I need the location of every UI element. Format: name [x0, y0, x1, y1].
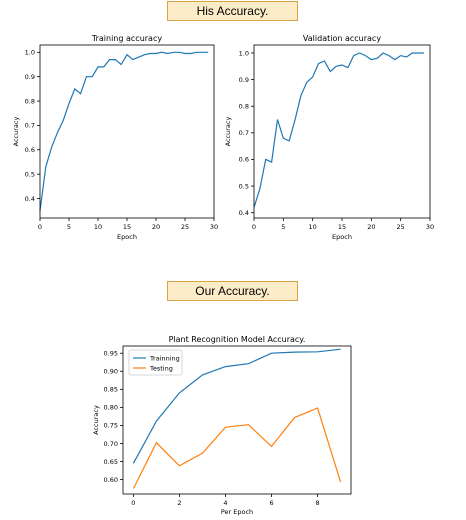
validation-chart-title: Validation accuracy	[303, 34, 381, 43]
plant-y-tick-label: 0.90	[104, 368, 118, 376]
validation-y-tick-label: 0.8	[239, 103, 249, 111]
plant-x-tick-label: 0	[131, 499, 135, 507]
validation-series-line-1	[253, 52, 425, 208]
plant-y-axis-label: Accuracy	[92, 405, 100, 435]
plant-series-line-2	[132, 407, 342, 489]
validation-x-axis-label: Epoch	[332, 233, 352, 241]
validation-y-tick-label: 0.9	[239, 76, 249, 84]
validation-plot-frame	[253, 44, 431, 219]
our-accuracy-banner-label: Our Accuracy.	[195, 284, 270, 298]
training-x-tick-label: 30	[210, 223, 218, 231]
plant-y-tick-label: 0.95	[104, 350, 118, 358]
validation-y-axis-label: Accuracy	[224, 117, 232, 147]
plant-y-tick-label: 0.85	[104, 386, 118, 394]
training-x-tick-label: 0	[38, 223, 42, 231]
training-chart: 0 5 10 15 20 25 30 0.4 0.5 0.6 0.7 0.8 0.9 1.0 Trainin…	[12, 34, 218, 241]
plant-legend: Trainning Testing	[128, 349, 183, 376]
training-x-tick-label: 20	[152, 223, 160, 231]
validation-y-tick-label: 0.6	[239, 156, 249, 164]
plant-y-tick-label: 0.60	[104, 476, 118, 484]
plant-series-line-1	[132, 348, 341, 464]
training-x-tick-label: 10	[94, 223, 102, 231]
training-y-tick-label: 0.9	[25, 73, 35, 81]
plant-x-tick-label: 2	[177, 499, 181, 507]
training-plot-frame	[39, 44, 215, 219]
validation-x-tick-label: 30	[426, 223, 434, 231]
training-y-tick-label: 0.6	[25, 146, 35, 154]
plant-chart: 0 2 4 6 8 0.60 0.65 0.70 0.75 0.80 0.85 0.90 0.95 Pla…	[92, 335, 352, 516]
plant-y-tick-label: 0.65	[104, 458, 118, 466]
his-accuracy-banner: His Accuracy.	[167, 1, 298, 21]
training-x-tick-label: 15	[123, 223, 131, 231]
validation-x-tick-label: 0	[252, 223, 256, 231]
training-x-tick-label: 25	[181, 223, 189, 231]
validation-x-tick-label: 25	[397, 223, 405, 231]
legend-box	[128, 349, 183, 376]
plant-chart-title: Plant Recognition Model Accuracy.	[169, 335, 306, 344]
our-accuracy-banner: Our Accuracy.	[167, 281, 298, 301]
plant-y-tick-label: 0.70	[104, 440, 118, 448]
validation-x-tick-label: 20	[367, 223, 375, 231]
validation-chart: 0 5 10 15 20 25 30 0.4 0.5 0.6 0.7 0.8 0.9 1.0 Validat…	[224, 34, 434, 241]
legend-label-1: Trainning	[149, 354, 180, 362]
validation-y-tick-label: 0.7	[239, 129, 249, 137]
validation-y-tick-label: 1.0	[239, 49, 249, 57]
training-chart-title: Training accuracy	[91, 34, 162, 43]
validation-x-tick-label: 15	[338, 223, 346, 231]
training-y-tick-label: 0.8	[25, 97, 35, 105]
plant-y-tick-label: 0.80	[104, 404, 118, 412]
legend-label-2: Testing	[149, 364, 173, 372]
validation-y-tick-label: 0.4	[239, 209, 249, 217]
training-x-axis-label: Epoch	[117, 233, 137, 241]
training-y-tick-label: 0.4	[25, 195, 35, 203]
training-series-line-1	[39, 51, 209, 211]
plant-x-tick-label: 8	[316, 499, 320, 507]
training-y-tick-label: 0.7	[25, 122, 35, 130]
training-y-tick-label: 0.5	[25, 170, 35, 178]
training-y-axis-label: Accuracy	[12, 117, 20, 147]
training-y-tick-label: 1.0	[25, 49, 35, 57]
plant-x-axis-label: Per Epoch	[221, 508, 253, 516]
plant-x-tick-label: 6	[269, 499, 273, 507]
training-x-tick-label: 5	[67, 223, 71, 231]
validation-x-tick-label: 10	[309, 223, 317, 231]
his-accuracy-banner-label: His Accuracy.	[196, 4, 269, 18]
validation-y-tick-label: 0.5	[239, 182, 249, 190]
plant-y-tick-label: 0.75	[104, 422, 118, 430]
validation-x-tick-label: 5	[281, 223, 285, 231]
plant-x-tick-label: 4	[223, 499, 227, 507]
plant-plot-frame	[122, 345, 352, 495]
